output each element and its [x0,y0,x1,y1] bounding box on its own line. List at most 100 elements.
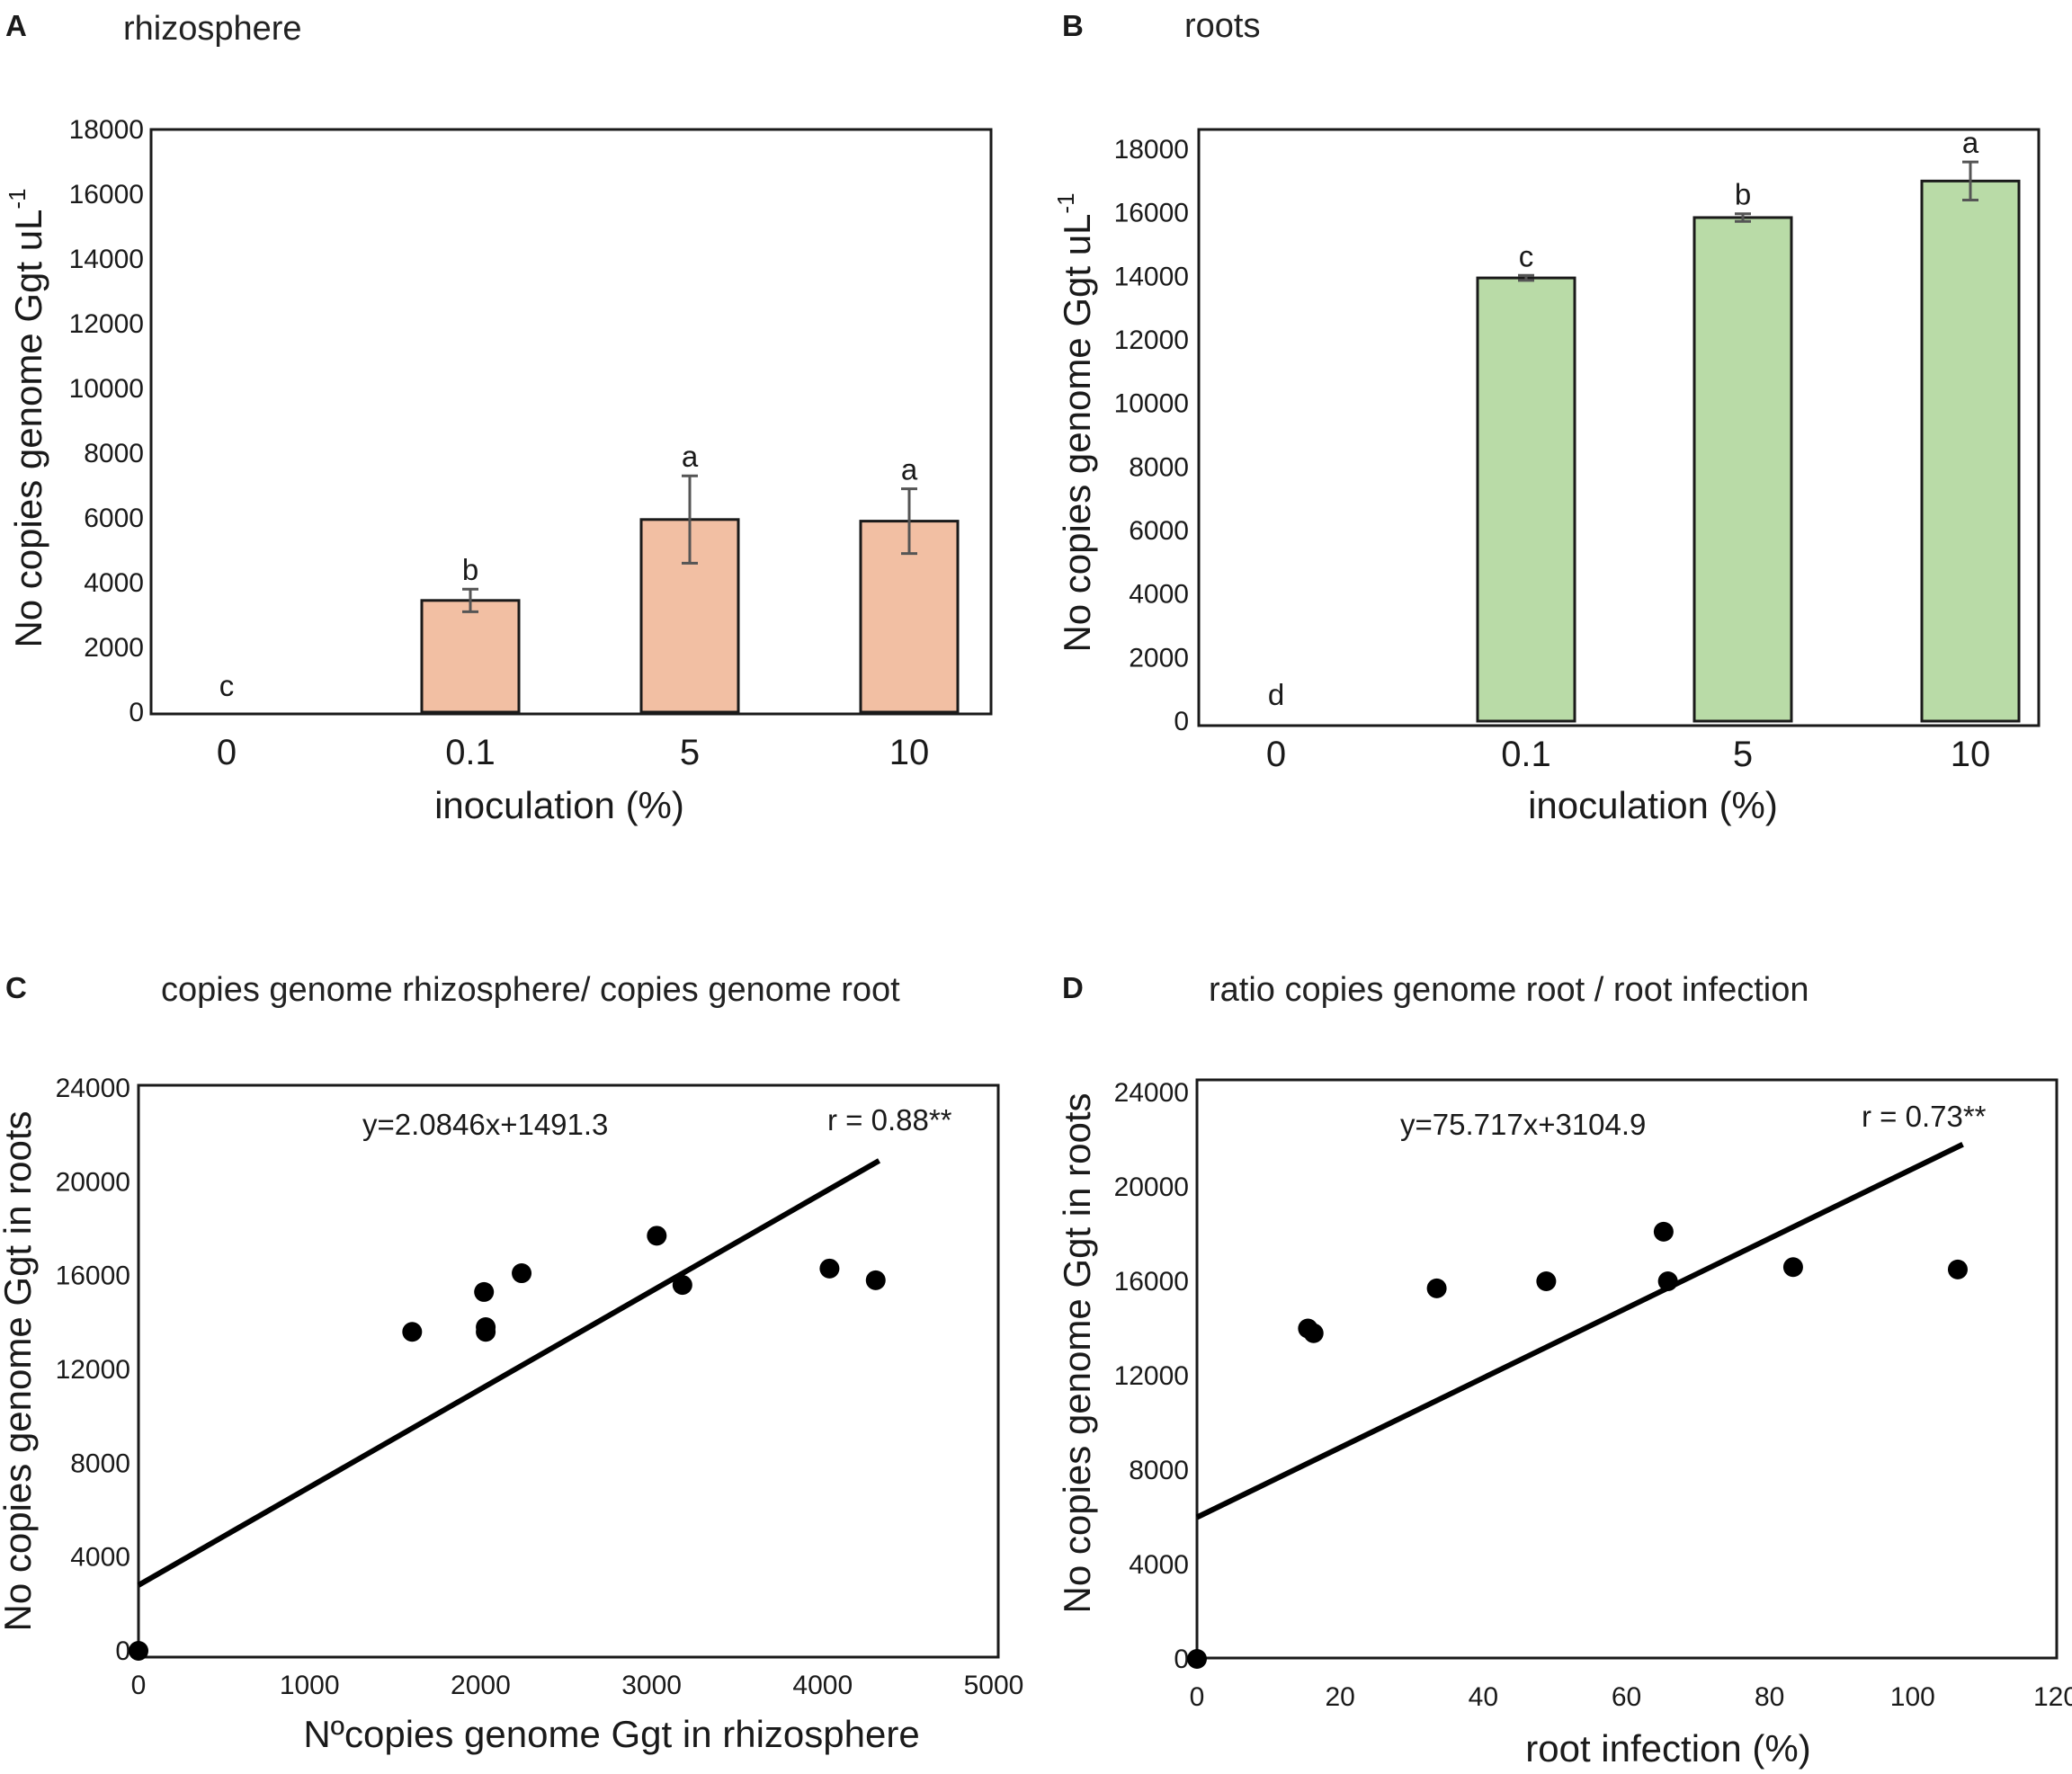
panel-title: roots [1184,7,1260,45]
y-tick-label: 12000 [1114,1361,1189,1391]
bar [1692,216,1793,723]
significance-letter: c [219,669,235,702]
panel-d-scatter: D ratio copies genome root / root infect… [1056,971,2072,1770]
y-axis-label: No copies genome Ggt in roots [1056,1093,1098,1614]
bar [420,599,521,714]
y-tick-label: 16000 [69,180,144,209]
y-tick-label: 6000 [1129,516,1189,546]
data-point [1782,1257,1803,1278]
data-point [1303,1323,1324,1343]
y-tick-label: 2000 [1129,643,1189,673]
y-tick-label: 20000 [1114,1172,1189,1202]
y-ticks: 0 2000 4000 6000 8000 10000 12000 14000 16000 180… [69,115,144,727]
data-point [1657,1271,1678,1291]
data-point [819,1258,840,1279]
y-tick-label: 24000 [56,1074,130,1103]
y-tick-label: 8000 [70,1449,130,1478]
bars: c b a a [219,440,960,714]
regression-line [137,1158,881,1588]
panel-a-rhizosphere: A rhizosphere No copies genome Ggt uL-1 … [4,9,993,826]
x-tick-label: 5000 [964,1671,1024,1700]
y-axis-label: No copies genome Ggt in roots [0,1111,39,1632]
error-bar [1518,273,1534,282]
significance-letter: d [1268,678,1284,711]
x-tick-label: 10 [889,733,930,772]
x-tick-label: 60 [1612,1682,1641,1712]
x-ticks: 0 0.1 5 10 [217,733,929,772]
x-tick-label: 0 [1190,1682,1205,1712]
x-tick-label: 20 [1325,1682,1354,1712]
significance-letter: a [901,453,918,486]
y-axis-label: No copies genome Ggt uL-1 [1052,192,1098,652]
panel-title: rhizosphere [123,10,302,48]
significance-letter: b [462,553,478,586]
x-ticks: 0 0.1 5 10 [1266,735,1990,774]
error-bar [1735,212,1751,223]
y-tick-label: 18000 [1114,135,1189,165]
significance-letter: b [1735,178,1751,211]
data-point [512,1263,532,1284]
bars: d c b a [1268,126,2021,723]
x-tick-label: 0 [217,733,237,772]
x-axis-label: inoculation (%) [1528,784,1778,826]
x-tick-label: 10 [1951,735,1991,774]
x-tick-label: 0 [131,1671,147,1700]
y-tick-label: 8000 [1129,1456,1189,1485]
y-tick-label: 4000 [1129,1550,1189,1580]
y-tick-label: 0 [129,698,144,727]
panel-b-roots: B roots No copies genome Ggt uL-1 inocul… [1052,7,2041,826]
panel-c-scatter: C copies genome rhizosphere/ copies geno… [0,971,1023,1755]
x-tick-label: 0.1 [1501,735,1551,774]
panel-letter-c: C [5,971,27,1004]
panel-letter-a: A [5,9,27,42]
y-tick-label: 4000 [1129,580,1189,610]
y-ticks: 0 4000 8000 12000 16000 20000 24000 [1114,1078,1189,1674]
points [129,1226,886,1661]
x-tick-label: 0 [1266,735,1286,774]
x-ticks: 0 1000 2000 3000 4000 5000 [131,1671,1024,1700]
y-tick-label: 2000 [84,633,144,663]
panel-title: copies genome rhizosphere/ copies genome… [161,971,900,1009]
data-point [129,1641,148,1661]
y-tick-label: 16000 [56,1261,130,1291]
fit [137,1158,881,1588]
bar [1476,276,1576,723]
x-tick-label: 1000 [280,1671,340,1700]
y-tick-label: 6000 [84,504,144,533]
significance-letter: a [1962,126,1979,159]
points [1187,1221,1968,1669]
x-tick-label: 80 [1755,1682,1784,1712]
plot-frame [1195,1078,2059,1660]
y-tick-label: 14000 [69,245,144,274]
y-tick-label: 14000 [1114,262,1189,291]
bar [1920,179,2021,723]
y-tick-label: 12000 [1114,325,1189,355]
y-tick-label: 16000 [1114,199,1189,228]
correlation-coefficient: r = 0.73** [1862,1100,1987,1133]
error-bar [1962,160,1978,202]
x-axis-label: inoculation (%) [434,784,684,826]
regression-equation: y=75.717x+3104.9 [1400,1108,1646,1141]
y-tick-label: 10000 [1114,389,1189,419]
error-bar [682,474,698,565]
data-point [402,1322,423,1342]
y-tick-label: 8000 [84,439,144,468]
y-tick-label: 0 [115,1636,130,1666]
x-tick-label: 120 [2033,1682,2072,1712]
x-tick-label: 40 [1469,1682,1498,1712]
data-point [476,1322,496,1342]
x-tick-label: 5 [680,733,700,772]
x-tick-label: 0.1 [445,733,496,772]
y-tick-label: 0 [1174,707,1189,736]
panel-title: ratio copies genome root / root infectio… [1209,971,1809,1009]
plot-frame [1197,128,2041,727]
x-tick-label: 4000 [792,1671,853,1700]
y-tick-label: 4000 [84,568,144,598]
regression-line [1195,1142,1964,1520]
data-point [865,1270,886,1290]
y-tick-label: 12000 [56,1355,130,1385]
x-axis-label: root infection (%) [1525,1727,1810,1770]
y-tick-label: 24000 [1114,1078,1189,1108]
x-axis-label: Nºcopies genome Ggt in rhizosphere [303,1713,919,1755]
